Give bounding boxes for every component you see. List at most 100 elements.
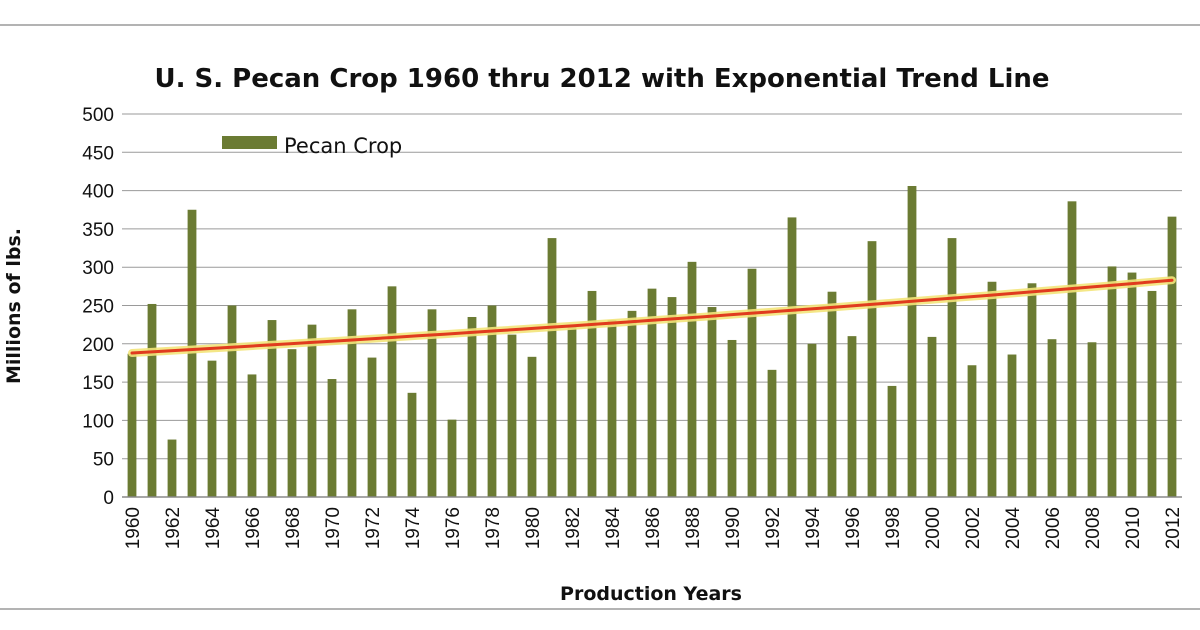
bar	[567, 326, 577, 497]
bar	[167, 439, 177, 497]
bar	[987, 281, 997, 497]
x-tick-label: 1962	[163, 507, 184, 549]
legend-swatch	[222, 136, 277, 149]
bar	[867, 241, 877, 497]
bar	[907, 186, 917, 497]
bar	[467, 316, 477, 497]
bar	[387, 286, 397, 497]
x-tick-label: 2010	[1123, 507, 1144, 549]
bar	[227, 305, 237, 497]
bar	[967, 365, 977, 497]
x-tick-label: 2002	[963, 507, 984, 549]
bar	[807, 343, 817, 497]
x-tick-label: 1986	[643, 507, 664, 549]
bar	[527, 356, 537, 497]
bar	[207, 360, 217, 497]
x-tick-label: 2008	[1083, 507, 1104, 549]
bar	[747, 268, 757, 497]
bar	[1007, 354, 1017, 497]
x-tick-label: 2000	[923, 507, 944, 549]
x-tick-label: 1978	[483, 507, 504, 549]
x-tick-label: 1976	[443, 507, 464, 549]
x-tick-label: 1990	[723, 507, 744, 549]
y-axis-ticks: 0 50 100 150 200 250 300 350 400 450 500	[82, 105, 114, 509]
bar	[847, 336, 857, 497]
x-tick-label: 1992	[763, 507, 784, 549]
bar	[507, 334, 517, 497]
x-axis-title: Production Years	[560, 583, 742, 605]
chart-title: U. S. Pecan Crop 1960 thru 2012 with Exp…	[154, 64, 1049, 94]
x-tick-label: 1980	[523, 507, 544, 549]
y-tick-label: 400	[82, 182, 114, 203]
bar	[1087, 342, 1097, 497]
bar	[407, 392, 417, 497]
x-tick-label: 1998	[883, 507, 904, 549]
x-tick-label: 1972	[363, 507, 384, 549]
bar	[927, 336, 937, 497]
x-tick-label: 1966	[243, 507, 264, 549]
x-tick-label: 1996	[843, 507, 864, 549]
y-tick-label: 200	[82, 335, 114, 356]
bar	[1167, 216, 1177, 498]
bar	[427, 309, 437, 497]
bar	[247, 374, 257, 497]
bar	[947, 238, 957, 498]
bar	[1127, 272, 1137, 497]
bar	[827, 291, 837, 497]
bar	[647, 288, 657, 497]
y-tick-label: 0	[103, 488, 114, 509]
x-tick-label: 1960	[123, 507, 144, 549]
bar	[687, 261, 697, 497]
legend-label: Pecan Crop	[284, 134, 402, 158]
bar	[627, 310, 637, 497]
bar	[887, 385, 897, 497]
bar	[367, 357, 377, 497]
bar	[1147, 290, 1157, 497]
bar	[607, 320, 617, 497]
bar	[147, 303, 157, 497]
x-tick-label: 1974	[403, 507, 424, 550]
x-tick-label: 2006	[1043, 507, 1064, 549]
top-border	[0, 24, 1200, 26]
x-tick-label: 1970	[323, 507, 344, 549]
bar	[547, 238, 557, 498]
bar	[347, 309, 357, 497]
x-tick-label: 2004	[1003, 507, 1024, 550]
y-tick-label: 300	[82, 258, 114, 279]
x-tick-label: 1994	[803, 507, 824, 550]
y-tick-label: 450	[82, 143, 114, 164]
y-tick-label: 50	[93, 450, 114, 471]
bars	[127, 186, 1177, 498]
x-tick-label: 1988	[683, 507, 704, 549]
x-tick-label: 1984	[603, 507, 624, 550]
bar	[1107, 266, 1117, 497]
trend-line-path	[130, 278, 1174, 355]
bar	[267, 320, 277, 497]
x-tick-label: 2012	[1163, 507, 1184, 549]
bar	[487, 305, 497, 497]
bar	[1067, 201, 1077, 497]
y-tick-label: 100	[82, 411, 114, 432]
x-tick-label: 1982	[563, 507, 584, 549]
y-tick-label: 350	[82, 220, 114, 241]
bar	[307, 324, 317, 497]
x-axis-ticks: 1960 1962 1964 1966 1968 1970 1972 1974 1976 1978…	[123, 507, 1184, 550]
bar	[787, 217, 797, 497]
y-tick-label: 250	[82, 297, 114, 318]
y-tick-label: 150	[82, 373, 114, 394]
x-tick-label: 1968	[283, 507, 304, 549]
bar	[707, 307, 717, 497]
legend: Pecan Crop	[222, 134, 402, 158]
bar	[447, 419, 457, 497]
y-tick-label: 500	[82, 105, 114, 126]
x-tick-label: 1964	[203, 507, 224, 550]
bar	[727, 339, 737, 497]
bar	[767, 369, 777, 497]
bar	[327, 379, 337, 497]
bar	[127, 353, 137, 497]
bar	[587, 290, 597, 497]
bar	[1047, 339, 1057, 497]
bar	[1027, 283, 1037, 497]
trend-line	[128, 276, 1176, 357]
